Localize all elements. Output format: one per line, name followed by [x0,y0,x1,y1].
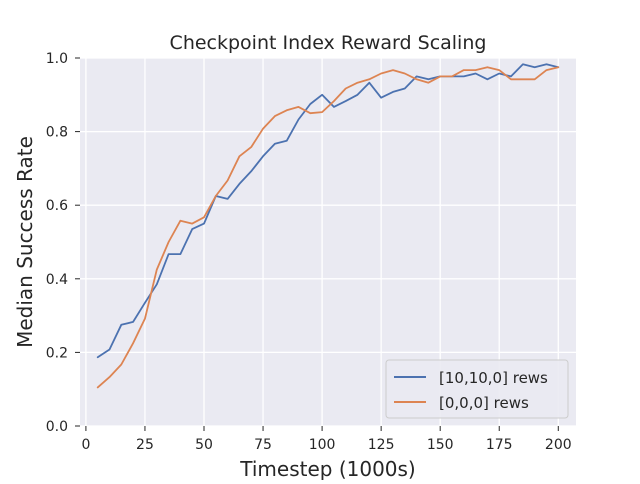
grid-lines [80,57,576,427]
legend-label-1: [0,0,0] rews [439,394,529,412]
x-tick-label: 175 [486,437,513,453]
y-tick-label: 0.4 [46,272,68,288]
x-tick-label: 200 [545,437,572,453]
legend: [10,10,0] rews [0,0,0] rews [385,359,569,419]
legend-box [385,359,569,419]
y-tick-label: 0.0 [46,419,68,435]
x-tick-label: 50 [195,437,213,453]
x-axis-label: Timestep (1000s) [239,457,416,480]
series-line-0 [96,63,560,359]
y-tick-label: 0.6 [46,198,68,214]
series-line-1 [96,66,560,389]
y-tick-label: 0.2 [46,345,68,361]
y-tick-label: 0.8 [46,125,68,141]
x-tick-label: 0 [81,437,90,453]
y-tick-label: 1.0 [46,51,68,67]
x-tick-label: 125 [368,437,395,453]
x-tick-label: 100 [309,437,336,453]
x-tick-label: 75 [254,437,272,453]
series-lines [96,63,560,389]
axis-ticks: 0 25 50 75 100 125 150 175 200 0.0 0.2 0.4 0.6 0.8 1.0 [46,51,572,453]
x-tick-label: 150 [427,437,454,453]
x-tick-label: 25 [136,437,154,453]
legend-label-0: [10,10,0] rews [439,369,548,387]
chart-title: Checkpoint Index Reward Scaling [170,32,487,54]
y-axis-label: Median Success Rate [13,136,37,348]
